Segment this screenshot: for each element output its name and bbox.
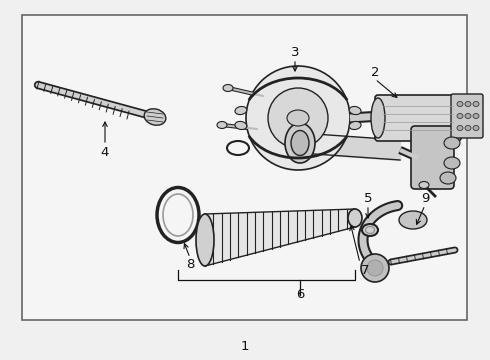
Ellipse shape <box>371 98 385 138</box>
Ellipse shape <box>285 123 315 163</box>
Ellipse shape <box>196 214 214 266</box>
Text: 1: 1 <box>241 341 249 354</box>
Text: 9: 9 <box>421 192 429 204</box>
Ellipse shape <box>440 172 456 184</box>
Ellipse shape <box>473 102 479 107</box>
Ellipse shape <box>419 181 429 189</box>
Polygon shape <box>205 209 355 266</box>
Bar <box>22 15 467 320</box>
Ellipse shape <box>235 121 247 130</box>
Circle shape <box>367 260 383 276</box>
Text: 8: 8 <box>186 258 194 271</box>
Ellipse shape <box>444 137 460 149</box>
Text: 3: 3 <box>291 45 299 59</box>
Ellipse shape <box>349 121 361 130</box>
FancyBboxPatch shape <box>411 126 454 189</box>
Ellipse shape <box>223 85 233 91</box>
Ellipse shape <box>457 126 463 131</box>
Text: 4: 4 <box>101 145 109 158</box>
Text: 2: 2 <box>371 66 379 78</box>
FancyBboxPatch shape <box>375 95 461 141</box>
Bar <box>23 16 466 319</box>
Circle shape <box>268 88 328 148</box>
Ellipse shape <box>144 109 166 125</box>
Circle shape <box>246 66 350 170</box>
Ellipse shape <box>349 107 361 114</box>
Ellipse shape <box>362 224 378 236</box>
FancyBboxPatch shape <box>451 94 483 138</box>
Ellipse shape <box>473 113 479 118</box>
Ellipse shape <box>348 209 362 227</box>
Ellipse shape <box>235 107 247 114</box>
Ellipse shape <box>217 122 227 129</box>
Ellipse shape <box>457 113 463 118</box>
Ellipse shape <box>291 130 309 156</box>
Ellipse shape <box>473 126 479 131</box>
Ellipse shape <box>399 211 427 229</box>
Text: 5: 5 <box>364 192 372 204</box>
Text: 7: 7 <box>361 264 369 276</box>
Ellipse shape <box>465 102 471 107</box>
Text: 6: 6 <box>296 288 304 302</box>
Ellipse shape <box>465 113 471 118</box>
Ellipse shape <box>287 110 309 126</box>
Ellipse shape <box>457 102 463 107</box>
Ellipse shape <box>444 157 460 169</box>
Circle shape <box>361 254 389 282</box>
Ellipse shape <box>465 126 471 131</box>
